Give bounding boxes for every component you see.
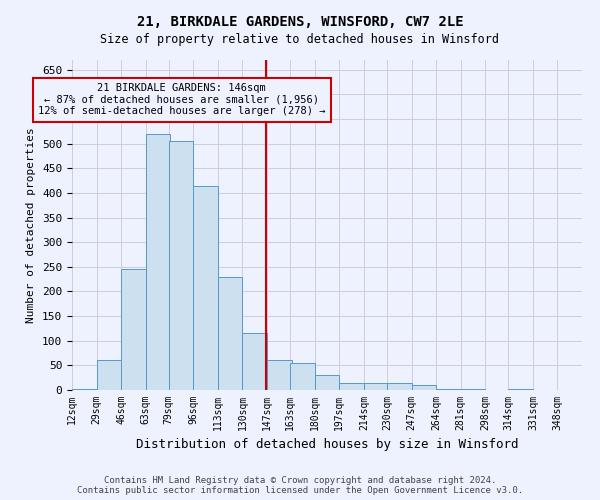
Bar <box>387 382 412 390</box>
X-axis label: Distribution of detached houses by size in Winsford: Distribution of detached houses by size … <box>136 438 518 452</box>
Text: Size of property relative to detached houses in Winsford: Size of property relative to detached ho… <box>101 32 499 46</box>
Text: 21, BIRKDALE GARDENS, WINSFORD, CW7 2LE: 21, BIRKDALE GARDENS, WINSFORD, CW7 2LE <box>137 15 463 29</box>
Bar <box>218 276 242 390</box>
Bar <box>97 360 121 390</box>
Bar <box>315 375 339 390</box>
Bar <box>242 334 267 390</box>
Bar <box>121 270 146 390</box>
Bar <box>339 382 364 390</box>
Bar <box>364 382 388 390</box>
Text: 21 BIRKDALE GARDENS: 146sqm
← 87% of detached houses are smaller (1,956)
12% of : 21 BIRKDALE GARDENS: 146sqm ← 87% of det… <box>38 83 325 116</box>
Bar <box>169 142 193 390</box>
Bar <box>508 388 533 390</box>
Bar <box>412 385 436 390</box>
Bar <box>267 360 292 390</box>
Bar <box>436 388 461 390</box>
Bar <box>193 186 218 390</box>
Bar <box>461 388 485 390</box>
Y-axis label: Number of detached properties: Number of detached properties <box>26 127 37 323</box>
Bar <box>290 363 315 390</box>
Text: Contains HM Land Registry data © Crown copyright and database right 2024.
Contai: Contains HM Land Registry data © Crown c… <box>77 476 523 495</box>
Bar <box>72 388 97 390</box>
Bar <box>146 134 170 390</box>
